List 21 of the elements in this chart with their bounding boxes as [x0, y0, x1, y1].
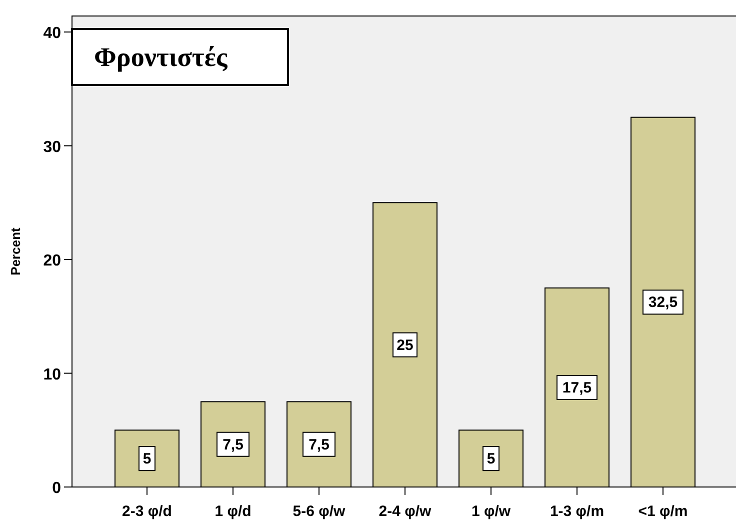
y-tick-label: 30 [43, 138, 62, 156]
data-label: 7,5 [222, 436, 244, 454]
data-label: 32,5 [648, 294, 678, 312]
data-label: 7,5 [308, 436, 330, 454]
data-label: 25 [396, 336, 414, 354]
x-tick-label: 5-6 φ/w [292, 503, 346, 520]
x-tick-label: 1-3 φ/m [550, 503, 604, 520]
chart-title: Φροντιστές [94, 42, 228, 72]
y-tick-label: 40 [43, 25, 62, 42]
data-label: 5 [142, 450, 152, 468]
x-tick-label: 1 φ/w [471, 503, 511, 520]
x-tick-label: 2-3 φ/d [122, 503, 172, 520]
data-label: 5 [486, 450, 496, 468]
y-tick-label: 20 [43, 252, 62, 270]
x-tick-label: 2-4 φ/w [378, 503, 432, 520]
x-tick-label: 1 φ/d [214, 503, 252, 520]
y-tick-label: 10 [43, 366, 62, 384]
x-tick-label: <1 φ/m [638, 503, 688, 520]
y-tick-label: 0 [52, 480, 62, 497]
y-axis-title: Percent [8, 226, 23, 276]
data-label: 17,5 [562, 379, 592, 396]
